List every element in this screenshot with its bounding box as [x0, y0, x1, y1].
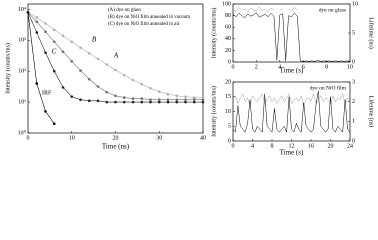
- y2-tick-label: 2: [352, 99, 355, 105]
- y-tick-label: 15: [225, 94, 231, 100]
- data-line: [27, 12, 203, 100]
- data-line: [232, 90, 351, 133]
- legend-entry: (A) dye on glass: [108, 8, 141, 13]
- data-line: [279, 8, 283, 12]
- data-line: [27, 12, 203, 103]
- y-axis-label: Intensity (counts/ms): [210, 8, 217, 59]
- y-tick-label: 5: [228, 124, 231, 130]
- y-tick-label: 40: [225, 36, 231, 42]
- y2-tick-label: 0: [352, 138, 355, 144]
- legend-entry: (B) dye on NiO film annealed in vacuum: [108, 15, 190, 20]
- x-axis-label: Time (ns): [102, 143, 130, 151]
- x-tick-label: 24: [347, 143, 353, 149]
- x-tick-label: 8: [271, 143, 274, 149]
- y2-axis-label: Lifetime (ns): [368, 96, 375, 128]
- data-line: [27, 12, 203, 98]
- y-tick-label: 100: [222, 1, 231, 7]
- y-tick-label: 0: [228, 138, 231, 144]
- y-tick-label: 10⁴: [18, 7, 26, 13]
- y2-tick-label: 5: [352, 30, 355, 36]
- x-tick-label: 0: [232, 143, 235, 149]
- data-line: [232, 92, 351, 107]
- y2-tick-label: 3: [352, 79, 355, 85]
- x-tick-label: 2: [255, 64, 258, 70]
- y-tick-label: 0: [228, 59, 231, 65]
- x-tick-label: 10: [69, 135, 75, 141]
- x-tick-label: 10: [347, 64, 353, 70]
- x-axis-label: Time (s): [280, 149, 304, 157]
- curve-label: IRF: [42, 90, 52, 96]
- y-tick-label: 10³: [18, 38, 26, 44]
- data-line: [288, 7, 298, 11]
- x-tick-label: 6: [302, 64, 305, 70]
- x-tick-label: 30: [156, 135, 162, 141]
- x-tick-label: 16: [308, 143, 314, 149]
- y-axis-label: Intensity (counts/ms): [4, 43, 11, 94]
- y-tick-label: 20: [225, 48, 231, 54]
- curve-label: A: [113, 52, 119, 60]
- data-line: [232, 6, 275, 13]
- x-tick-label: 40: [200, 135, 206, 141]
- x-tick-label: 0: [232, 64, 235, 70]
- y-tick-label: 10²: [18, 69, 26, 75]
- y2-axis-label: Lifetime (ns): [368, 17, 375, 49]
- x-tick-label: 20: [113, 135, 119, 141]
- legend-entry: (C) dye on NiO film annealed in air: [108, 22, 180, 27]
- curve-label: C: [52, 48, 57, 56]
- x-axis-label: Time (s): [280, 67, 304, 75]
- x-tick-label: 4: [278, 64, 281, 70]
- y-tick-label: 10⁰: [18, 129, 27, 136]
- y-tick-label: 10: [225, 109, 231, 115]
- y2-tick-label: 1: [352, 119, 355, 125]
- x-tick-label: 20: [328, 143, 334, 149]
- y-tick-label: 20: [225, 79, 231, 85]
- y-tick-label: 10¹: [18, 99, 26, 105]
- x-tick-label: 12: [289, 143, 295, 149]
- panel-title: dye on glass: [319, 7, 346, 13]
- y2-tick-label: 0: [352, 59, 355, 65]
- data-line: [27, 12, 55, 124]
- panel-title: dye on NiO film: [310, 84, 347, 91]
- x-tick-label: 0: [27, 135, 30, 141]
- data-line: [232, 12, 351, 62]
- y2-tick-label: 10: [352, 1, 358, 7]
- y-tick-label: 60: [225, 25, 231, 31]
- x-tick-label: 4: [251, 143, 254, 149]
- y-axis-label: Intensity (counts/ms): [210, 86, 217, 137]
- x-tick-label: 8: [325, 64, 328, 70]
- curve-label: B: [92, 36, 97, 44]
- y-tick-label: 80: [225, 13, 231, 19]
